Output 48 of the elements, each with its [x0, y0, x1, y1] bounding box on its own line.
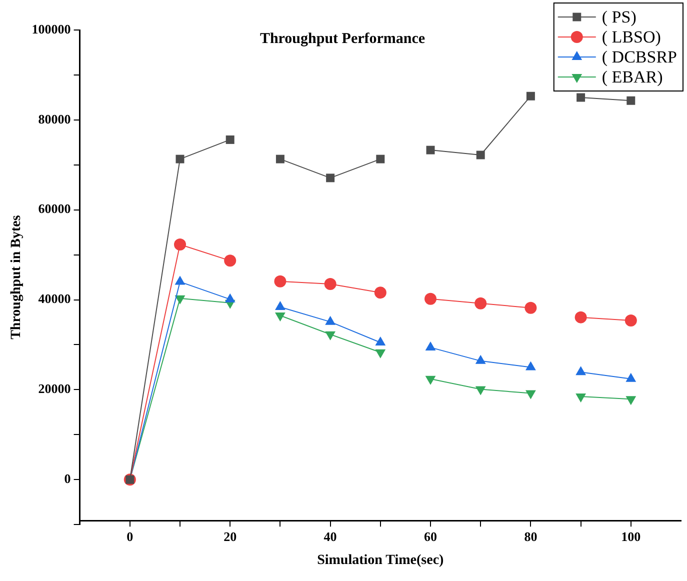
- point: [226, 135, 234, 144]
- x-tick-label: 0: [126, 528, 134, 544]
- y-tick-label: 80000: [38, 111, 71, 126]
- point: [326, 174, 335, 182]
- y-axis-title: Throughput in Bytes: [9, 214, 24, 340]
- point: [174, 295, 186, 304]
- legend-label: ( EBAR): [602, 67, 663, 86]
- point: [275, 312, 286, 322]
- point: [325, 331, 336, 340]
- legend-label: ( DCBSRP: [602, 47, 678, 66]
- point: [376, 154, 385, 164]
- x-tick-label: 20: [224, 528, 237, 544]
- point: [176, 154, 184, 164]
- point: [475, 386, 486, 396]
- point: [576, 393, 586, 402]
- point: [375, 349, 386, 358]
- x-axis-title: Simulation Time(sec): [317, 553, 444, 568]
- y-tick-label: 40000: [38, 291, 71, 306]
- point: [526, 92, 535, 100]
- legend-label: ( PS): [602, 7, 636, 26]
- point: [624, 314, 637, 326]
- point: [626, 96, 636, 105]
- chart-title: Throughput Performance: [260, 30, 426, 47]
- point: [374, 286, 386, 299]
- x-tick-label: 80: [524, 528, 538, 544]
- point: [276, 154, 284, 164]
- point: [574, 311, 587, 324]
- legend-label: ( LBSO): [602, 27, 661, 46]
- point: [324, 278, 336, 290]
- y-tick-label: 60000: [38, 201, 71, 216]
- point: [626, 396, 636, 406]
- point: [174, 238, 186, 250]
- x-tick-label: 100: [621, 528, 641, 544]
- point: [576, 93, 586, 102]
- point: [474, 297, 487, 310]
- point: [476, 150, 485, 160]
- point: [425, 376, 436, 385]
- point: [526, 390, 536, 400]
- point: [424, 292, 436, 305]
- x-tick-label: 40: [324, 528, 337, 544]
- y-tick-label: 100000: [32, 21, 71, 36]
- y-tick-label: 0: [64, 470, 71, 486]
- point: [274, 275, 286, 288]
- y-tick-label: 20000: [38, 381, 71, 396]
- x-tick-label: 60: [424, 528, 437, 544]
- point: [426, 146, 435, 154]
- point: [224, 254, 236, 267]
- point: [524, 302, 537, 314]
